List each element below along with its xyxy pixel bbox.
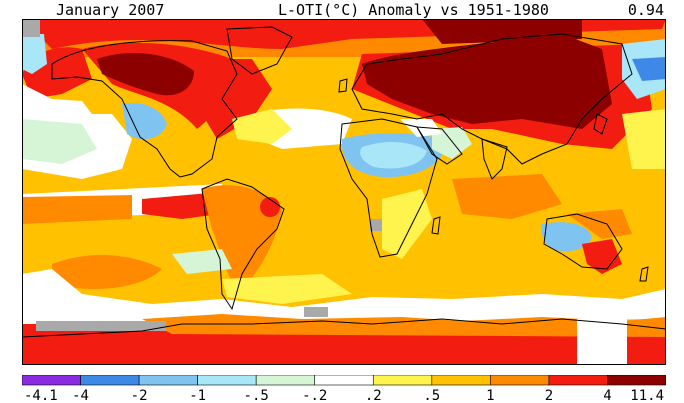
pacific-orange: [22, 195, 132, 224]
legend-swatch: [255, 375, 316, 386]
indian-ocean-orange: [452, 174, 562, 219]
arctic-missing: [22, 19, 40, 37]
legend-tick-label: .5: [423, 388, 440, 403]
anomaly-map: [22, 19, 666, 365]
legend-swatch: [138, 375, 198, 386]
outline-japan: [593, 113, 608, 135]
legend-swatch: [80, 375, 140, 386]
legend-swatch: [548, 375, 608, 386]
antarctica-missing-1: [36, 321, 166, 331]
arctic-cool-3: [632, 57, 666, 81]
africa-yellow: [382, 189, 432, 259]
outline-australia: [543, 213, 623, 270]
north-america-darkred: [97, 52, 194, 96]
legend-swatch: [197, 375, 257, 386]
north-pacific-green: [22, 119, 97, 164]
brazil-red-spot: [260, 197, 280, 217]
north-atlantic-yellow: [232, 109, 292, 144]
legend-tick-label: -4: [72, 388, 89, 403]
legend-tick-label: 4: [603, 388, 611, 403]
map-title: L-OTI(°C) Anomaly vs 1951-1980: [278, 1, 549, 19]
africa-missing: [370, 219, 382, 231]
arabia-white: [400, 119, 442, 137]
alaska-white: [22, 84, 92, 119]
antarctic-coast-orange: [142, 314, 666, 337]
color-legend: -4.1 -4 -2 -1 -.5 -.2 .2 .5 1 2 4 11.4: [22, 375, 666, 403]
arabia-green: [432, 127, 472, 159]
legend-tick-label: 2: [545, 388, 553, 403]
legend-tick-label: .2: [365, 388, 382, 403]
legend-tick-label: -.2: [302, 388, 327, 403]
legend-swatch: [431, 375, 491, 386]
outline-new-zealand: [639, 266, 649, 282]
south-ocean-yellow: [222, 274, 352, 304]
south-ocean-white: [22, 269, 666, 324]
outline-uk: [338, 78, 348, 93]
legend-tick-label: 11.4: [630, 388, 664, 403]
south-pacific-orange: [52, 254, 162, 289]
arctic-cool-1: [22, 34, 47, 74]
legend-swatch: [490, 375, 550, 386]
pacific-yellow: [622, 109, 666, 169]
west-us-blue: [122, 102, 167, 140]
outline-arabia: [416, 126, 463, 165]
outline-madagascar: [431, 216, 441, 235]
australia-blue: [541, 222, 592, 252]
legend-tick-label: -.5: [244, 388, 269, 403]
outline-north-america: [51, 40, 238, 178]
eurasia-darkred: [362, 34, 612, 129]
sahara-lightblue: [360, 142, 427, 169]
global-mean-value: 0.94: [627, 1, 664, 19]
legend-swatch: [22, 375, 81, 386]
legend-swatch: [372, 375, 433, 386]
south-atlantic-green: [172, 249, 232, 274]
australia-red: [582, 239, 622, 274]
outline-south-america: [201, 178, 285, 311]
outline-india: [481, 138, 508, 180]
legend-tick-label: -1: [189, 388, 206, 403]
antarctica-missing-2: [304, 307, 328, 317]
legend-swatch: [607, 375, 666, 386]
legend-tick-label: 1: [486, 388, 494, 403]
outline-greenland: [226, 26, 293, 75]
antarctica-interior-white: [577, 319, 627, 365]
legend-tick-label: -4.1: [24, 388, 58, 403]
legend-tick-label: -2: [131, 388, 148, 403]
map-frame: [22, 19, 666, 365]
outline-europe-asia: [351, 33, 633, 165]
outline-antarctica: [22, 318, 666, 338]
legend-swatch: [314, 375, 374, 386]
date-label: January 2007: [56, 1, 165, 19]
north-darkred-cap: [422, 19, 582, 44]
